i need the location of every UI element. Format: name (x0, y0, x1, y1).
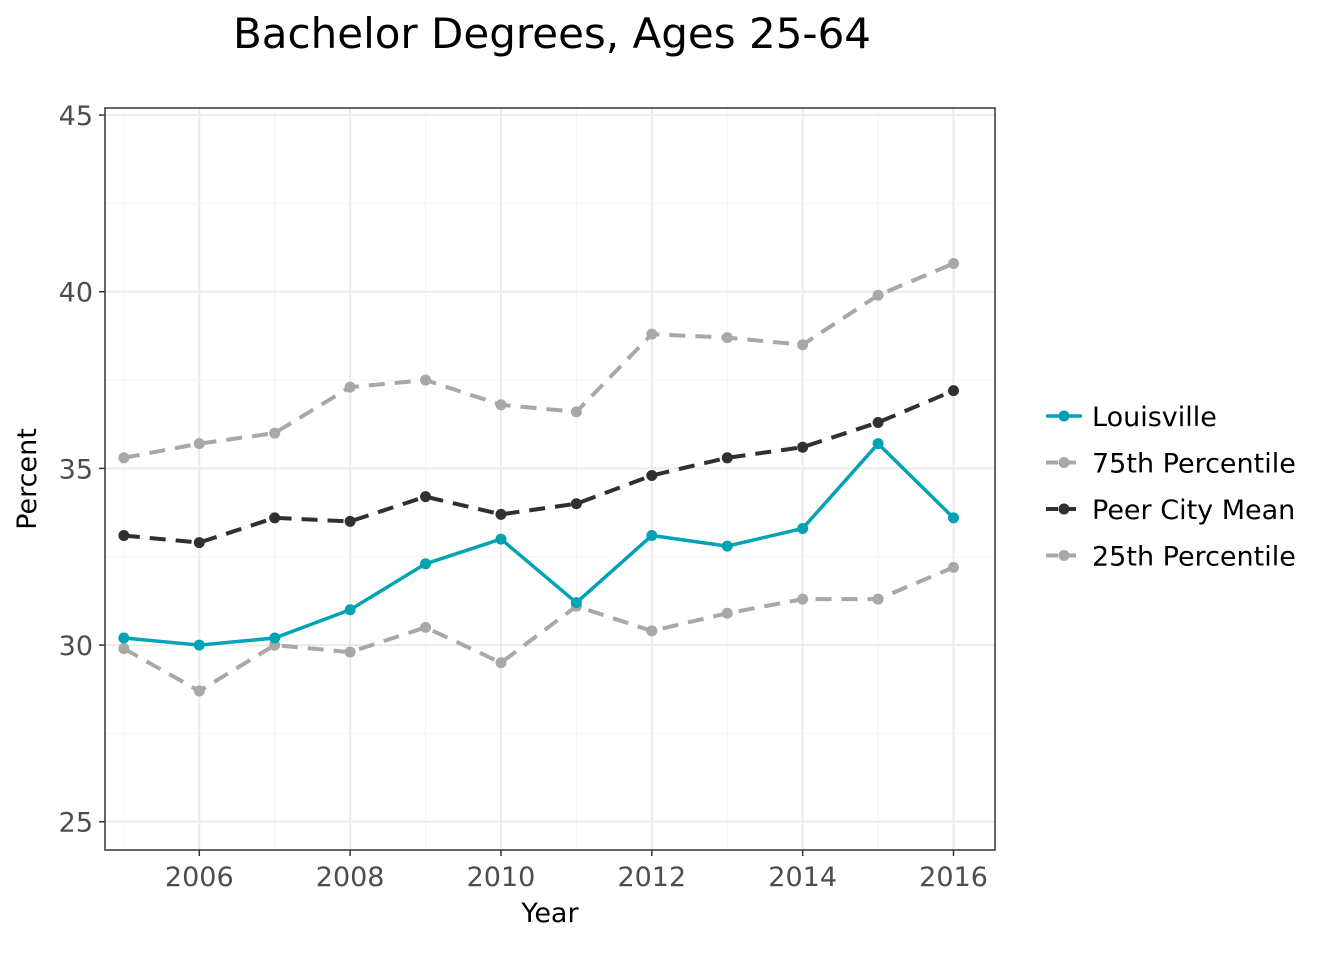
data-point-25th-percentile (495, 657, 507, 669)
data-point-75th-percentile (344, 381, 356, 393)
data-point-75th-percentile (118, 452, 130, 464)
legend-label: 25th Percentile (1092, 542, 1296, 573)
series-line-25th-percentile (122, 565, 955, 693)
legend-label: Peer City Mean (1092, 495, 1295, 526)
y-tick-label: 30 (59, 631, 93, 662)
legend-key-point (1058, 503, 1070, 515)
data-point-75th-percentile (193, 438, 205, 450)
series-line-louisville (123, 441, 955, 647)
legend-item: 25th Percentile (1046, 542, 1296, 573)
y-tick-label: 25 (59, 808, 93, 839)
data-point-louisville (797, 522, 809, 534)
x-tick-label: 2016 (919, 862, 988, 893)
data-point-25th-percentile (118, 643, 130, 655)
data-point-peer-city-mean (344, 515, 356, 527)
data-point-louisville (646, 530, 658, 542)
grid-lines (105, 108, 995, 850)
legend-item: Louisville (1046, 402, 1217, 433)
legend-label: Louisville (1092, 402, 1217, 433)
data-point-25th-percentile (420, 621, 432, 633)
y-tick-label: 35 (59, 454, 93, 485)
data-point-louisville (495, 533, 507, 545)
data-point-peer-city-mean (495, 508, 507, 520)
series-layer (118, 257, 960, 697)
plot-area (104, 107, 996, 851)
data-point-25th-percentile (872, 593, 884, 605)
x-tick-label: 2010 (467, 862, 536, 893)
x-tick-label: 2012 (617, 862, 686, 893)
data-point-louisville (872, 438, 884, 450)
legend-key-point (1058, 457, 1070, 468)
data-point-peer-city-mean (721, 452, 733, 464)
x-tick-label: 2008 (316, 862, 385, 893)
data-point-75th-percentile (721, 332, 733, 344)
data-point-peer-city-mean (797, 441, 809, 453)
legend-label: 75th Percentile (1092, 449, 1296, 480)
data-point-75th-percentile (420, 374, 432, 386)
plot-border (104, 107, 996, 851)
data-point-25th-percentile (721, 607, 733, 619)
series-line-peer-city-mean (123, 388, 955, 545)
chart-title: Bachelor Degrees, Ages 25-64 (233, 9, 871, 58)
y-tick-label: 45 (59, 101, 93, 132)
data-point-75th-percentile (495, 399, 507, 411)
data-point-75th-percentile (948, 257, 960, 269)
data-point-peer-city-mean (872, 416, 884, 428)
data-point-louisville (193, 639, 205, 651)
data-point-75th-percentile (570, 406, 582, 418)
legend-item: Peer City Mean (1046, 495, 1295, 526)
x-axis-ticks: 2006 2008 2010 2012 2014 2016 (165, 850, 988, 893)
data-point-75th-percentile (646, 328, 658, 340)
data-point-louisville (948, 512, 960, 524)
data-point-louisville (344, 604, 356, 616)
x-tick-label: 2006 (165, 862, 234, 893)
legend: Louisville 75th Percentile Peer City Mean 2… (1046, 402, 1296, 573)
legend-item: 75th Percentile (1046, 449, 1296, 480)
data-point-louisville (118, 632, 130, 644)
data-point-25th-percentile (344, 646, 356, 658)
data-point-louisville (420, 558, 432, 570)
data-point-25th-percentile (948, 561, 960, 573)
series-peer-city-mean (118, 385, 960, 549)
data-point-peer-city-mean (118, 530, 130, 542)
data-point-louisville (721, 540, 733, 552)
data-point-75th-percentile (797, 339, 809, 351)
data-point-peer-city-mean (948, 385, 960, 397)
data-point-75th-percentile (872, 289, 884, 301)
data-point-25th-percentile (193, 685, 205, 697)
data-point-25th-percentile (797, 593, 809, 605)
data-point-louisville (269, 632, 281, 644)
y-axis-ticks: 25 30 35 40 45 (59, 101, 105, 839)
data-point-peer-city-mean (420, 491, 432, 503)
x-tick-label: 2014 (768, 862, 837, 893)
legend-key-point (1058, 410, 1070, 422)
data-point-75th-percentile (269, 427, 281, 439)
series-line-75th-percentile (123, 261, 955, 460)
data-point-peer-city-mean (269, 512, 281, 524)
data-point-louisville (570, 597, 582, 609)
data-point-peer-city-mean (570, 498, 582, 510)
data-point-peer-city-mean (193, 537, 205, 549)
data-point-peer-city-mean (646, 469, 658, 481)
y-tick-label: 40 (59, 278, 93, 309)
x-axis-title: Year (520, 898, 579, 929)
series-75th-percentile (118, 257, 960, 464)
series-louisville (118, 438, 960, 651)
data-point-25th-percentile (646, 625, 658, 637)
legend-key-point (1058, 550, 1070, 561)
plot-background (105, 108, 995, 850)
y-axis-title: Percent (12, 428, 43, 530)
